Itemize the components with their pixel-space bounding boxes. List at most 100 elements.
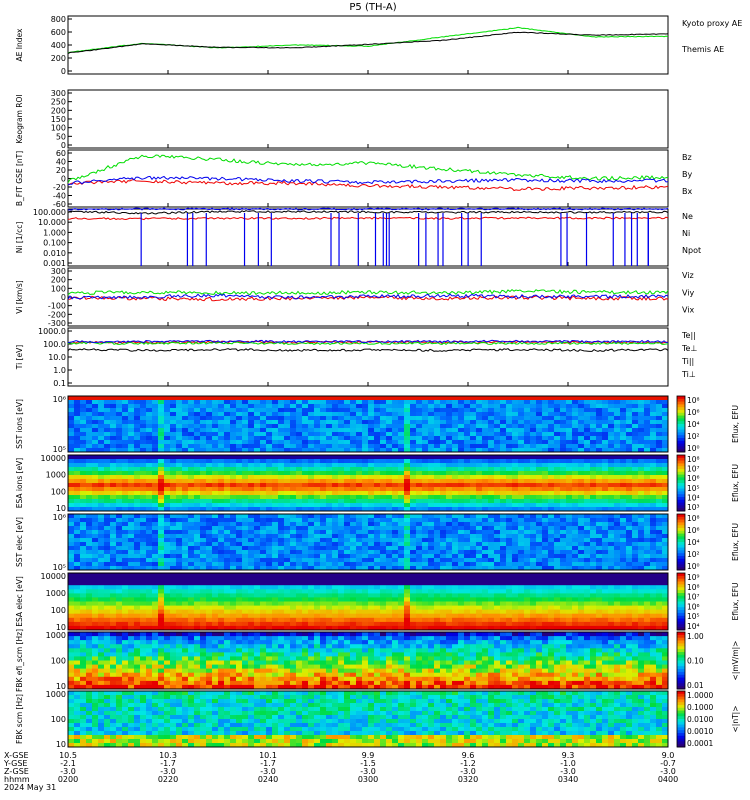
colorbar-segment (677, 474, 685, 478)
heatmap-cell (464, 408, 471, 413)
heatmap-cell (566, 408, 573, 413)
heatmap-cell (188, 546, 195, 551)
heatmap-cell (302, 562, 309, 567)
heatmap-cell (344, 514, 351, 519)
heatmap-cell (440, 483, 447, 488)
heatmap-cell (128, 507, 135, 512)
heatmap-cell (386, 487, 393, 492)
heatmap-cell (428, 487, 435, 492)
heatmap-cell (68, 609, 75, 615)
heatmap-cell (404, 550, 411, 555)
heatmap-cell (644, 404, 651, 409)
heatmap-cell (134, 577, 141, 582)
heatmap-cell (98, 455, 105, 460)
heatmap-cell (236, 448, 243, 453)
heatmap-cell (86, 475, 93, 480)
heatmap-cell (134, 459, 141, 464)
heatmap-cell (200, 455, 207, 460)
heatmap-cell (320, 550, 327, 555)
heatmap-cell (566, 400, 573, 405)
heatmap-cell (296, 408, 303, 413)
heatmap-cell (80, 467, 87, 472)
heatmap-cell (212, 424, 219, 429)
heatmap-cell (524, 546, 531, 551)
heatmap-cell (452, 546, 459, 551)
heatmap-cell (422, 471, 429, 476)
heatmap-cell (134, 613, 141, 619)
colorbar-tick-label: 10⁰ (687, 562, 700, 571)
heatmap-cell (356, 550, 363, 555)
heatmap-cell (416, 479, 423, 484)
heatmap-cell (74, 507, 81, 512)
heatmap-cell (272, 503, 279, 508)
heatmap-cell (152, 558, 159, 563)
heatmap-cell (68, 416, 75, 421)
heatmap-cell (638, 526, 645, 531)
heatmap-cell (452, 475, 459, 480)
heatmap-cell (500, 455, 507, 460)
heatmap-cell (212, 404, 219, 409)
heatmap-cell (212, 597, 219, 602)
heatmap-cell (392, 416, 399, 421)
heatmap-cell (326, 400, 333, 405)
colorbar-segment (677, 550, 685, 554)
heatmap-cell (230, 491, 237, 496)
heatmap-cell (182, 562, 189, 567)
heatmap-cell (650, 503, 657, 508)
heatmap-cell (308, 483, 315, 488)
heatmap-cell (644, 503, 651, 508)
heatmap-cell (662, 420, 669, 425)
heatmap-cell (458, 487, 465, 492)
heatmap-cell (512, 514, 519, 519)
heatmap-cell (554, 459, 561, 464)
heatmap-cell (428, 471, 435, 476)
heatmap-cell (614, 554, 621, 559)
heatmap-cell (542, 503, 549, 508)
heatmap-cell (140, 448, 147, 453)
colorbar-segment (677, 398, 685, 403)
heatmap-cell (482, 448, 489, 453)
heatmap-cell (500, 404, 507, 409)
heatmap-cell (554, 428, 561, 433)
heatmap-cell (482, 463, 489, 468)
heatmap-cell (410, 424, 417, 429)
heatmap-cell (356, 542, 363, 547)
heatmap-cell (212, 479, 219, 484)
heatmap-cell (212, 499, 219, 504)
heatmap-cell (272, 471, 279, 476)
heatmap-cell (554, 420, 561, 425)
heatmap-cell (530, 475, 537, 480)
heatmap-cell (212, 408, 219, 413)
heatmap-cell (608, 440, 615, 445)
heatmap-cell (356, 467, 363, 472)
heatmap-cell (578, 448, 585, 453)
heatmap-cell (476, 424, 483, 429)
heatmap-cell (236, 605, 243, 611)
heatmap-cell (218, 416, 225, 421)
heatmap-cell (608, 538, 615, 543)
heatmap-cell (230, 503, 237, 508)
heatmap-cell (230, 597, 237, 602)
heatmap-cell (68, 522, 75, 527)
heatmap-cell (314, 408, 321, 413)
heatmap-cell (320, 483, 327, 488)
y-tick-label: 20 (56, 166, 66, 175)
heatmap-cell (134, 542, 141, 547)
heatmap-cell (524, 404, 531, 409)
heatmap-cell (308, 471, 315, 476)
heatmap-cell (170, 538, 177, 543)
heatmap-cell (266, 471, 273, 476)
heatmap-cell (200, 522, 207, 527)
heatmap-cell (272, 522, 279, 527)
heatmap-cell (344, 396, 351, 401)
heatmap-cell (638, 420, 645, 425)
heatmap-cell (134, 558, 141, 563)
heatmap-cell (404, 424, 411, 429)
heatmap-cell (236, 495, 243, 500)
heatmap-cell (266, 495, 273, 500)
heatmap-cell (92, 514, 99, 519)
heatmap-cell (512, 538, 519, 543)
heatmap-cell (512, 459, 519, 464)
heatmap-cell (536, 408, 543, 413)
heatmap-cell (68, 503, 75, 508)
